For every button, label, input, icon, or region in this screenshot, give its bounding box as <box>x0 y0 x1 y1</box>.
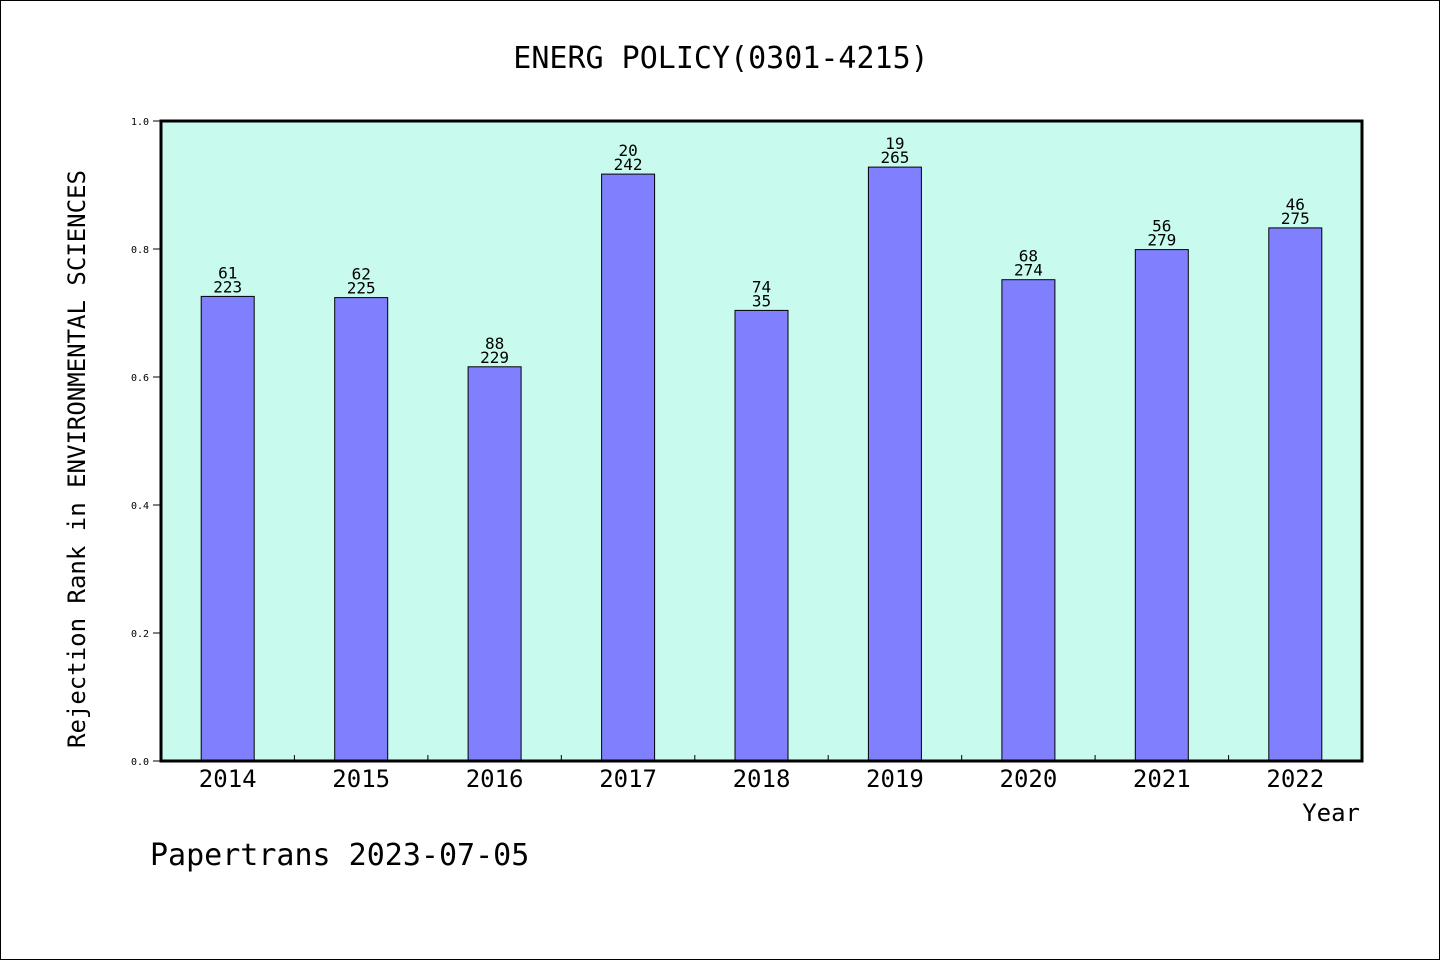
x-tick-label: 2022 <box>1266 765 1324 793</box>
bar-label-top: 88 <box>485 334 504 353</box>
x-tick-label: 2018 <box>733 765 791 793</box>
bar <box>734 309 789 762</box>
chart-title: ENERG POLICY(0301-4215) <box>513 41 928 76</box>
bar <box>200 295 255 762</box>
bar-label-bottom: 242 <box>614 155 643 174</box>
y-axis-label: Rejection Rank in ENVIRONMENTAL SCIENCES <box>63 170 91 748</box>
bar-label-top: 46 <box>1286 195 1305 214</box>
plot-border <box>159 119 1364 763</box>
y-tick-label: 0.2 <box>131 629 149 640</box>
y-tick-label: 0.4 <box>131 501 149 512</box>
footer-text: Papertrans 2023-07-05 <box>150 838 529 873</box>
ticks-layer: 2014 2015 2016 2017 2018 2019 2020 2021 20220.00… <box>131 117 1324 793</box>
bar-label-bottom: 275 <box>1281 209 1310 228</box>
x-tick-label: 2014 <box>199 765 257 793</box>
x-axis-label: Year <box>1302 799 1360 827</box>
bar <box>601 173 656 762</box>
bar-label-bottom: 274 <box>1014 261 1043 280</box>
y-tick-label: 0.8 <box>131 245 149 256</box>
x-tick-label: 2019 <box>866 765 924 793</box>
bar-label-bottom: 265 <box>880 148 909 167</box>
bar-label-top: 68 <box>1019 247 1038 266</box>
bar-label-top: 62 <box>352 265 371 284</box>
bar <box>1268 227 1323 762</box>
bar <box>334 297 389 762</box>
y-tick-label: 0.6 <box>131 373 149 384</box>
bar <box>867 166 922 762</box>
bar-label-top: 19 <box>885 134 904 153</box>
bar-label-top: 61 <box>218 263 237 282</box>
bar-label-bottom: 229 <box>480 348 509 367</box>
bar-label-bottom: 223 <box>213 277 242 296</box>
bar-label-top: 74 <box>752 277 771 296</box>
bar <box>1134 249 1189 762</box>
bar-label-bottom: 225 <box>347 279 376 298</box>
bar <box>467 366 522 762</box>
x-tick-label: 2021 <box>1133 765 1191 793</box>
bar-label-bottom: 279 <box>1147 231 1176 250</box>
y-tick-label: 1.0 <box>131 117 149 128</box>
bar <box>1001 279 1056 762</box>
x-tick-label: 2020 <box>1000 765 1058 793</box>
y-tick-label: 0.0 <box>131 757 149 768</box>
x-tick-label: 2016 <box>466 765 524 793</box>
bar-label-bottom: 35 <box>752 291 771 310</box>
x-tick-label: 2017 <box>599 765 657 793</box>
bar-label-top: 20 <box>618 141 637 160</box>
bar-label-top: 56 <box>1152 217 1171 236</box>
x-tick-label: 2015 <box>332 765 390 793</box>
